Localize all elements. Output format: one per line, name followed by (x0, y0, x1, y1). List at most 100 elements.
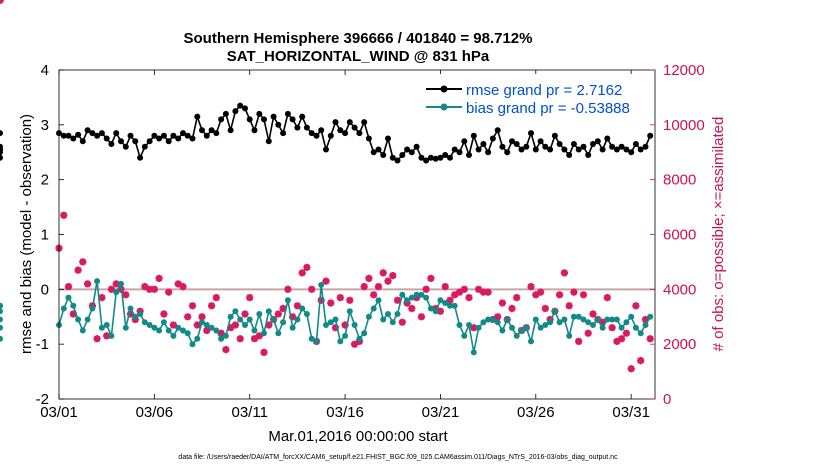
x-tick-label: 03/16 (326, 404, 364, 421)
obs-star-glyph (637, 357, 645, 365)
bias-point (275, 330, 282, 337)
bias-point (122, 324, 129, 331)
rmse-point (265, 138, 272, 145)
bias-point (408, 294, 415, 301)
bias-point (208, 324, 215, 331)
rmse-point (609, 143, 616, 150)
bias-point (375, 297, 382, 304)
obs-star-glyph (98, 294, 106, 302)
rmse-point (542, 143, 549, 150)
legend-bias-label: bias grand pr = -0.53888 (466, 100, 630, 117)
obs-assimilated-point (217, 329, 225, 337)
bias-point (0, 335, 3, 342)
bias-point (270, 316, 277, 323)
obs-assimilated-point (479, 288, 487, 296)
bias-point (451, 302, 458, 309)
obs-assimilated-point (150, 285, 158, 293)
obs-star-glyph (83, 280, 92, 288)
bias-series (0, 278, 654, 356)
obs-assimilated-point (83, 280, 92, 288)
x-tick-label: 03/06 (136, 404, 174, 421)
x-axis-label: Mar.01,2016 00:00:00 start (268, 428, 448, 445)
rmse-point (461, 138, 468, 145)
rmse-point (466, 152, 472, 158)
bias-point (256, 311, 263, 317)
rmse-point (585, 152, 592, 158)
obs-assimilated-point (441, 283, 449, 291)
obs-assimilated-point (222, 346, 230, 354)
obs-star-glyph (0, 0, 4, 4)
obs-star-glyph (308, 285, 316, 293)
obs-assimilated-point (303, 263, 311, 271)
rmse-point (89, 130, 96, 137)
obs-assimilated-point (584, 329, 592, 337)
obs-assimilated-point (255, 332, 263, 340)
legend-rmse-label: rmse grand pr = 2.7162 (466, 82, 622, 99)
y-right-tick-label: 8000 (663, 172, 696, 189)
obs-assimilated-point (393, 296, 402, 304)
obs-assimilated-point (632, 302, 640, 310)
obs-star-glyph (565, 302, 573, 310)
obs-star-glyph (160, 310, 168, 318)
obs-star-glyph (122, 291, 130, 299)
rmse-point (642, 143, 649, 150)
bias-point (146, 322, 153, 328)
obs-assimilated-point (279, 304, 287, 313)
bias-point (0, 302, 3, 309)
rmse-point (518, 146, 525, 153)
rmse-point (618, 143, 625, 150)
obs-star-glyph (570, 288, 578, 296)
y-axis-right: 0 2000 4000 6000 8000 10000 12000 (650, 62, 705, 408)
bias-point (160, 319, 167, 326)
bias-point (137, 311, 144, 317)
rmse-point (79, 138, 86, 145)
obs-assimilated-point (374, 283, 383, 291)
y-tick-label: 1 (41, 227, 49, 244)
obs-assimilated-point (398, 318, 406, 326)
bias-point (432, 308, 439, 315)
rmse-point (356, 130, 363, 137)
rmse-point (380, 152, 387, 158)
rmse-point (175, 135, 182, 142)
bias-point (413, 291, 420, 298)
rmse-point (404, 146, 411, 153)
obs-assimilated-point (560, 269, 569, 277)
obs-assimilated-point (93, 335, 101, 343)
obs-assimilated-point (370, 291, 378, 299)
obs-assimilated-point (555, 291, 564, 299)
bias-point (470, 349, 477, 356)
rmse-point (551, 132, 558, 139)
bias-point (175, 324, 182, 331)
legend-bias-marker (440, 103, 448, 111)
bias-point (537, 324, 544, 331)
obs-star-glyph (103, 332, 111, 340)
obs-assimilated-point (617, 335, 626, 343)
obs-star-glyph (555, 291, 564, 299)
obs-assimilated-point (284, 285, 292, 293)
obs-assimilated-point (98, 294, 106, 302)
obs-star-glyph (393, 296, 402, 304)
rmse-point (275, 121, 282, 128)
obs-assimilated-point (455, 288, 464, 296)
rmse-point (351, 124, 358, 131)
rmse-point (346, 119, 353, 126)
rmse-point (399, 152, 406, 158)
bias-point (313, 338, 320, 345)
rmse-point (122, 143, 129, 150)
bias-point (261, 330, 267, 337)
obs-assimilated-point (446, 296, 454, 304)
obs-assimilated-point (122, 291, 130, 299)
bias-point (265, 308, 272, 315)
bias-point (113, 289, 120, 296)
bias-point (385, 311, 391, 317)
obs-star-glyph (69, 310, 77, 318)
bias-point (613, 316, 620, 323)
rmse-point (475, 146, 482, 153)
bias-point (461, 332, 468, 339)
bias-point (351, 322, 358, 328)
bias-point (303, 311, 310, 317)
obs-assimilated-point (69, 310, 77, 318)
obs-star-glyph (508, 304, 516, 313)
obs-assimilated-point (179, 283, 187, 291)
rmse-point (532, 146, 539, 153)
